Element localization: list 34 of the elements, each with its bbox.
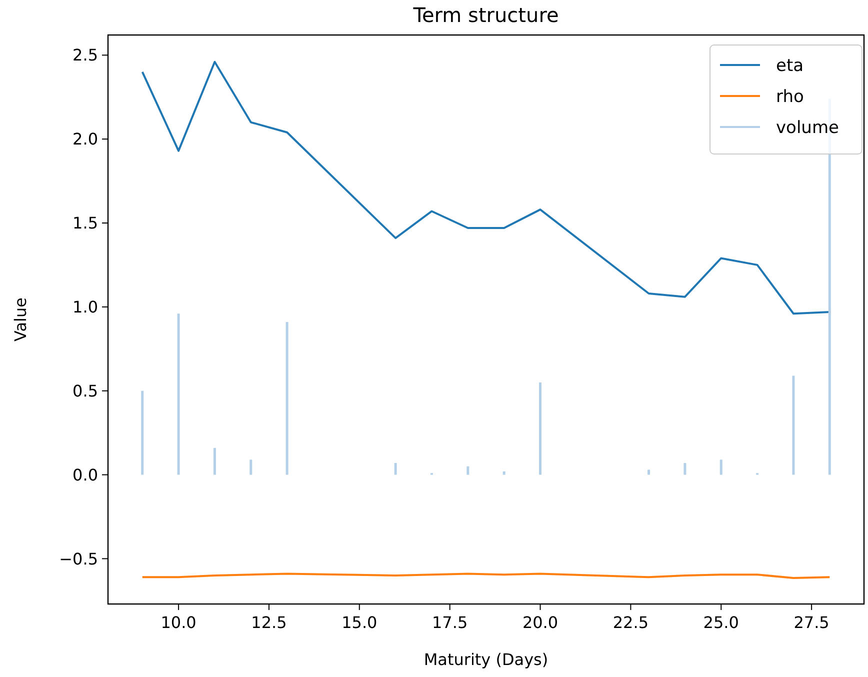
- x-tick-label: 17.5: [432, 613, 468, 632]
- legend-label: eta: [776, 56, 804, 76]
- bar: [502, 471, 506, 475]
- bar: [213, 448, 216, 475]
- x-tick-label: 12.5: [251, 613, 287, 632]
- y-tick-label: −0.5: [59, 549, 98, 568]
- bar: [684, 463, 686, 475]
- bar: [720, 460, 722, 475]
- bar: [250, 460, 252, 475]
- legend-label: rho: [776, 86, 804, 107]
- bar: [286, 322, 288, 475]
- bar: [177, 314, 180, 475]
- x-tick-label: 25.0: [703, 613, 739, 632]
- x-tick-label: 27.5: [794, 613, 830, 632]
- y-axis-title: Value: [11, 298, 30, 342]
- y-tick-label: 2.0: [72, 130, 98, 149]
- x-axis-title: Maturity (Days): [424, 650, 548, 669]
- y-tick-label: 2.5: [72, 46, 98, 65]
- y-tick-label: 0.0: [72, 465, 98, 484]
- y-tick-label: 1.0: [72, 298, 98, 317]
- bar: [141, 390, 144, 475]
- x-tick-label: 10.0: [160, 613, 196, 632]
- chart-title: Term structure: [412, 3, 559, 27]
- bar: [466, 466, 470, 475]
- x-tick-label: 20.0: [522, 613, 558, 632]
- bar: [539, 382, 542, 475]
- legend-label: volume: [776, 118, 839, 138]
- bar: [792, 376, 795, 475]
- y-tick-label: 0.5: [72, 381, 98, 400]
- bar: [648, 470, 650, 475]
- bar: [394, 463, 397, 475]
- x-tick-label: 22.5: [612, 613, 648, 632]
- x-tick-label: 15.0: [342, 613, 378, 632]
- y-tick-label: 1.5: [72, 214, 98, 233]
